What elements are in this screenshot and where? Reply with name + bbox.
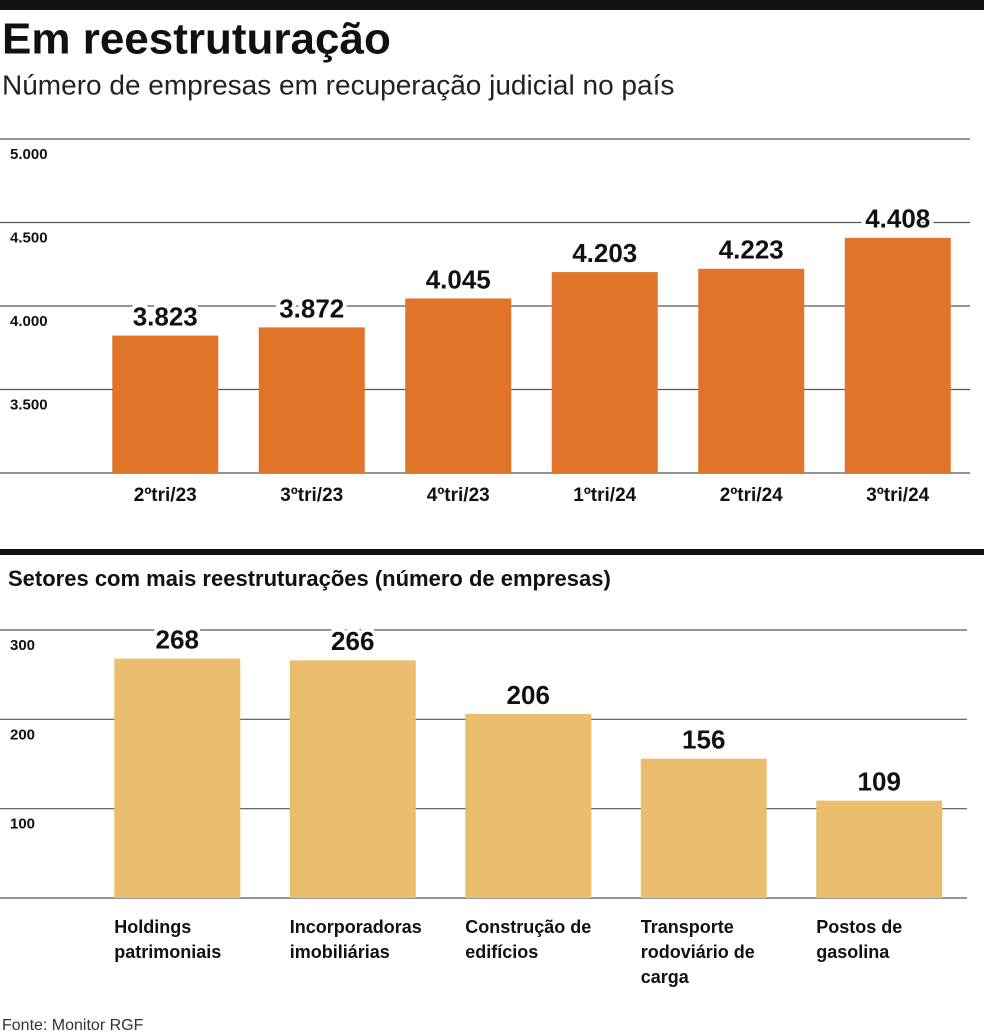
value-label: 268 [156,624,199,654]
bar [114,658,241,898]
x-tick-label: 2ºtri/24 [720,485,783,506]
bar [551,272,658,473]
y-tick-label: 4.000 [10,313,48,330]
y-tick-label: 4.500 [10,229,48,246]
x-tick-label: Construção de edifícios [465,917,592,962]
bar [405,298,512,473]
chart-subtitle: Número de empresas em recuperação judici… [2,69,674,100]
x-tick-label: 3ºtri/23 [280,485,343,506]
value-label: 156 [682,725,725,755]
bar [112,335,219,473]
value-label: 4.408 [865,204,930,234]
chart-title: Em reestruturação [2,15,391,64]
x-tick-label: 3ºtri/24 [866,485,929,506]
x-tick-label: Holdings patrimoniais [114,917,222,962]
y-tick-label: 200 [10,726,35,743]
y-tick-label: 5.000 [10,146,48,163]
value-label: 109 [858,767,901,797]
x-tick-label: Incorporadoras imobiliárias [289,917,422,962]
value-label: 266 [331,626,374,656]
top-bar [0,0,984,10]
bar [289,660,416,898]
y-tick-label: 3.500 [10,396,48,413]
bar [258,327,365,473]
value-label: 4.223 [719,235,784,265]
source: Fonte: Monitor RGF [2,1017,144,1034]
bar [844,237,951,473]
value-label: 3.823 [133,301,198,331]
separator [0,549,984,555]
bar [465,713,592,898]
value-label: 3.872 [279,293,344,323]
section-title: Setores com mais reestruturações (número… [8,566,611,591]
bar [640,758,767,898]
value-label: 4.045 [426,264,491,294]
value-label: 206 [507,680,550,710]
bar [698,268,805,473]
x-tick-label: 4ºtri/23 [427,485,490,506]
x-tick-label: Transporte rodoviário de carga [640,917,755,987]
y-tick-label: 300 [10,637,35,654]
value-label: 4.203 [572,238,637,268]
y-tick-label: 100 [10,816,35,833]
x-tick-label: 1ºtri/24 [573,485,636,506]
x-tick-label: 2ºtri/23 [134,485,197,506]
bar [816,800,943,898]
x-tick-label: Postos de gasolina [816,917,903,962]
